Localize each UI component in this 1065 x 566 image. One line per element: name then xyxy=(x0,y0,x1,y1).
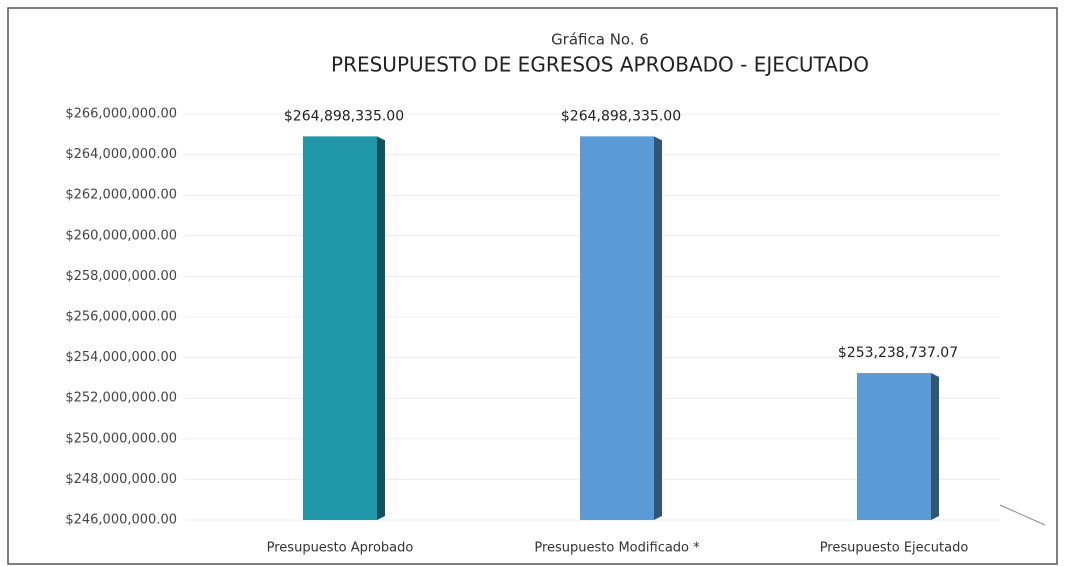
y-tick-label: $266,000,000.00 xyxy=(65,107,177,122)
chart-title: PRESUPUESTO DE EGRESOS APROBADO - EJECUT… xyxy=(331,53,869,77)
bar-side xyxy=(654,136,662,520)
floor-line xyxy=(999,504,1046,526)
y-tick-label: $262,000,000.00 xyxy=(65,188,177,203)
bar xyxy=(580,136,654,520)
bar-side xyxy=(377,136,385,520)
bar xyxy=(857,373,931,520)
y-tick-label: $248,000,000.00 xyxy=(65,472,177,487)
y-tick-label: $260,000,000.00 xyxy=(65,228,177,243)
data-label: $264,898,335.00 xyxy=(561,108,681,124)
y-tick-label: $254,000,000.00 xyxy=(65,350,177,365)
data-label: $264,898,335.00 xyxy=(284,108,404,124)
y-tick-label: $246,000,000.00 xyxy=(65,513,177,528)
x-tick-label: Presupuesto Modificado * xyxy=(534,541,700,556)
data-label: $253,238,737.07 xyxy=(838,345,958,361)
y-tick-label: $258,000,000.00 xyxy=(65,269,177,284)
y-tick-label: $256,000,000.00 xyxy=(65,310,177,325)
y-tick-label: $264,000,000.00 xyxy=(65,147,177,162)
y-tick-label: $250,000,000.00 xyxy=(65,431,177,446)
y-tick-label: $252,000,000.00 xyxy=(65,391,177,406)
bar-side xyxy=(931,373,939,520)
x-tick-label: Presupuesto Aprobado xyxy=(267,541,414,556)
x-tick-label: Presupuesto Ejecutado xyxy=(820,541,969,556)
chart-subtitle: Gráfica No. 6 xyxy=(551,31,649,49)
bar xyxy=(303,136,377,520)
